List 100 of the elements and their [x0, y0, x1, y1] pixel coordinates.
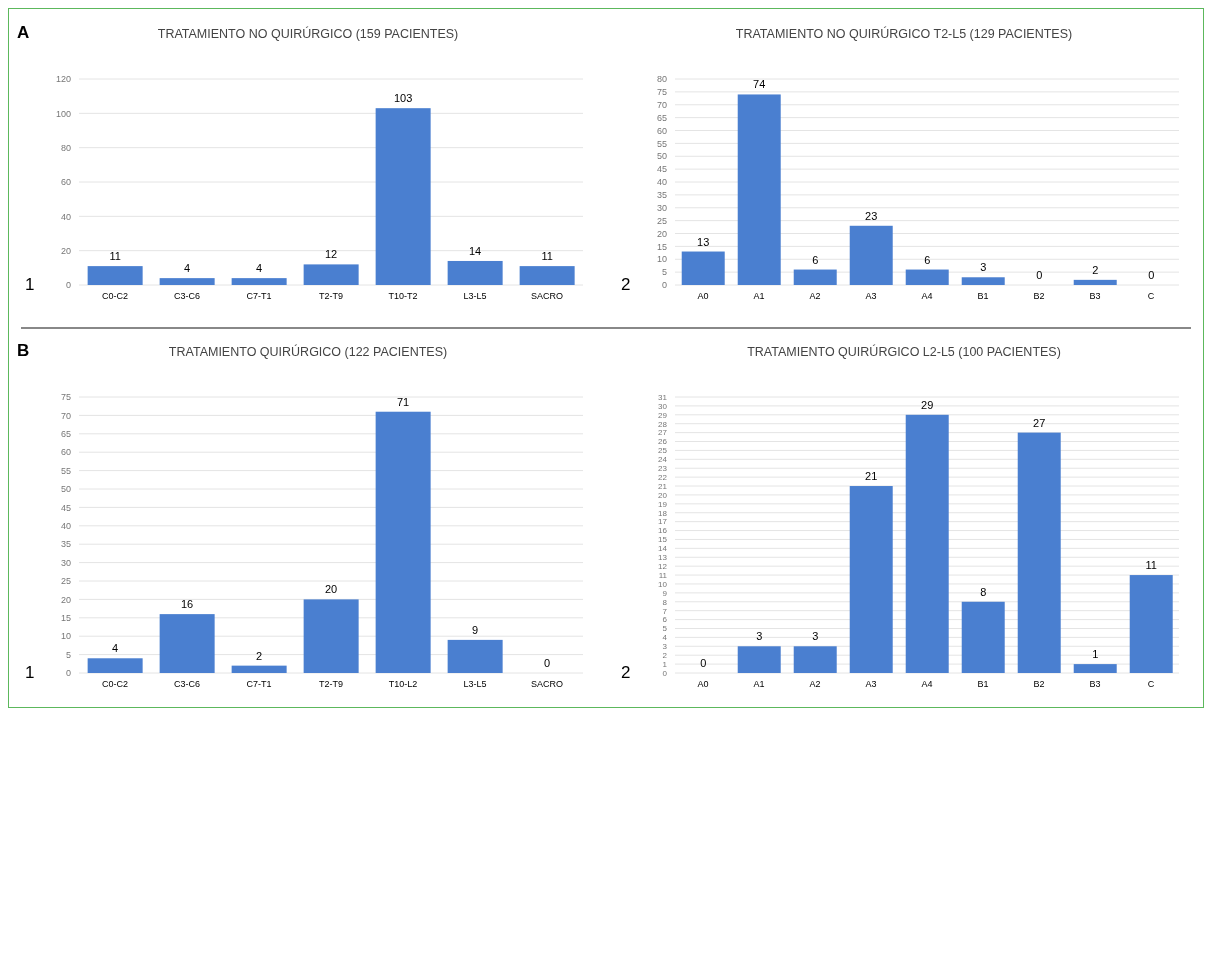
- data-label: 11: [109, 250, 121, 263]
- bar: [1129, 575, 1173, 673]
- y-tick-label: 14: [658, 544, 668, 554]
- y-tick-label: 20: [60, 594, 71, 605]
- y-tick-label: 15: [60, 612, 71, 623]
- y-tick-label: 16: [658, 526, 668, 536]
- y-tick-label: 50: [60, 484, 71, 495]
- y-tick-label: 45: [656, 164, 667, 175]
- x-tick-label: B1: [977, 291, 989, 302]
- y-tick-label: 27: [658, 428, 668, 438]
- y-tick-label: 75: [656, 87, 667, 98]
- data-label: 8: [980, 585, 987, 598]
- bar: [793, 646, 837, 673]
- x-tick-label: C: [1147, 291, 1155, 302]
- y-tick-label: 22: [658, 472, 668, 482]
- x-tick-label: C7-T1: [246, 679, 272, 690]
- x-tick-label: T2-T9: [318, 679, 344, 690]
- x-tick-label: SACRO: [530, 679, 564, 690]
- bar: [961, 277, 1005, 285]
- y-tick-label: 17: [658, 517, 668, 527]
- data-label: 29: [921, 398, 934, 411]
- y-tick-label: 4: [662, 633, 668, 643]
- y-tick-label: 18: [658, 508, 668, 518]
- data-label: 1: [1092, 648, 1099, 661]
- chart-title: TRATAMIENTO QUIRÚRGICO L2-L5 (100 PACIENTES): [746, 345, 1062, 359]
- data-label: 4: [256, 262, 263, 275]
- x-tick-label: A0: [697, 291, 709, 302]
- bar: [231, 665, 287, 673]
- data-label: 6: [924, 253, 931, 266]
- y-tick-label: 5: [662, 624, 668, 634]
- x-tick-label: A0: [697, 679, 709, 690]
- y-tick-label: 55: [656, 138, 667, 149]
- data-label: 9: [472, 623, 479, 636]
- data-label: 11: [541, 250, 553, 263]
- x-tick-label: T2-T9: [318, 291, 344, 302]
- y-tick-label: 0: [65, 280, 71, 291]
- data-label: 74: [753, 78, 766, 91]
- x-tick-label: B2: [1033, 679, 1045, 690]
- y-tick-label: 50: [656, 151, 667, 162]
- chart-title: TRATAMIENTO NO QUIRÚRGICO (159 PACIENTES): [157, 27, 459, 41]
- x-tick-label: SACRO: [530, 291, 564, 302]
- chart-title: TRATAMIENTO NO QUIRÚRGICO T2-L5 (129 PACIENTES): [734, 27, 1074, 41]
- x-tick-label: A4: [921, 679, 933, 690]
- y-tick-label: 10: [658, 579, 668, 589]
- y-tick-label: 60: [60, 177, 71, 188]
- bar: [737, 646, 781, 673]
- bar: [849, 486, 893, 673]
- data-label: 0: [544, 657, 551, 669]
- data-label: 27: [1033, 416, 1046, 429]
- bar: [737, 94, 781, 285]
- text: 2: [621, 663, 631, 683]
- data-label: 2: [256, 649, 263, 662]
- y-tick-label: 120: [55, 74, 71, 85]
- y-tick-label: 13: [658, 553, 668, 563]
- data-label: 13: [697, 235, 710, 248]
- data-label: 0: [1148, 269, 1155, 281]
- bar: [375, 108, 431, 285]
- bar: [375, 411, 431, 673]
- y-tick-label: 20: [60, 245, 71, 256]
- y-tick-label: 2: [662, 651, 668, 661]
- y-tick-label: 11: [658, 570, 668, 580]
- y-tick-label: 80: [60, 142, 71, 153]
- y-tick-label: 60: [60, 447, 71, 458]
- text: A: [17, 23, 30, 43]
- y-tick-label: 26: [658, 437, 668, 447]
- bar: [1017, 432, 1061, 673]
- bar: [447, 260, 503, 285]
- bar: [681, 251, 725, 285]
- data-label: 21: [865, 470, 878, 483]
- x-tick-label: C3-C6: [173, 679, 201, 690]
- y-tick-label: 25: [60, 576, 71, 587]
- data-label: 103: [393, 92, 413, 105]
- y-tick-label: 19: [658, 499, 668, 509]
- text: 1: [25, 663, 35, 683]
- y-tick-label: 5: [661, 267, 667, 278]
- y-tick-label: 30: [656, 202, 667, 213]
- y-tick-label: 5: [65, 649, 71, 660]
- data-label: 0: [700, 657, 707, 669]
- y-tick-label: 7: [662, 606, 668, 616]
- x-tick-label: A1: [753, 291, 765, 302]
- x-tick-label: B2: [1033, 291, 1045, 302]
- data-label: 0: [1036, 269, 1043, 281]
- text: 2: [621, 275, 631, 295]
- bar: [159, 278, 215, 285]
- bar: [905, 269, 949, 285]
- x-tick-label: C0-C2: [101, 679, 129, 690]
- x-tick-label: C0-C2: [101, 291, 129, 302]
- y-tick-label: 6: [662, 615, 668, 625]
- text: 1: [25, 275, 35, 295]
- y-tick-label: 80: [656, 74, 667, 85]
- y-tick-label: 8: [662, 597, 668, 607]
- y-tick-label: 45: [60, 502, 71, 513]
- y-tick-label: 23: [658, 464, 668, 474]
- y-tick-label: 40: [60, 211, 71, 222]
- data-label: 16: [181, 598, 194, 611]
- bar: [87, 658, 143, 673]
- bar: [793, 269, 837, 285]
- data-label: 3: [812, 630, 819, 643]
- x-tick-label: A2: [809, 291, 821, 302]
- bar: [849, 225, 893, 285]
